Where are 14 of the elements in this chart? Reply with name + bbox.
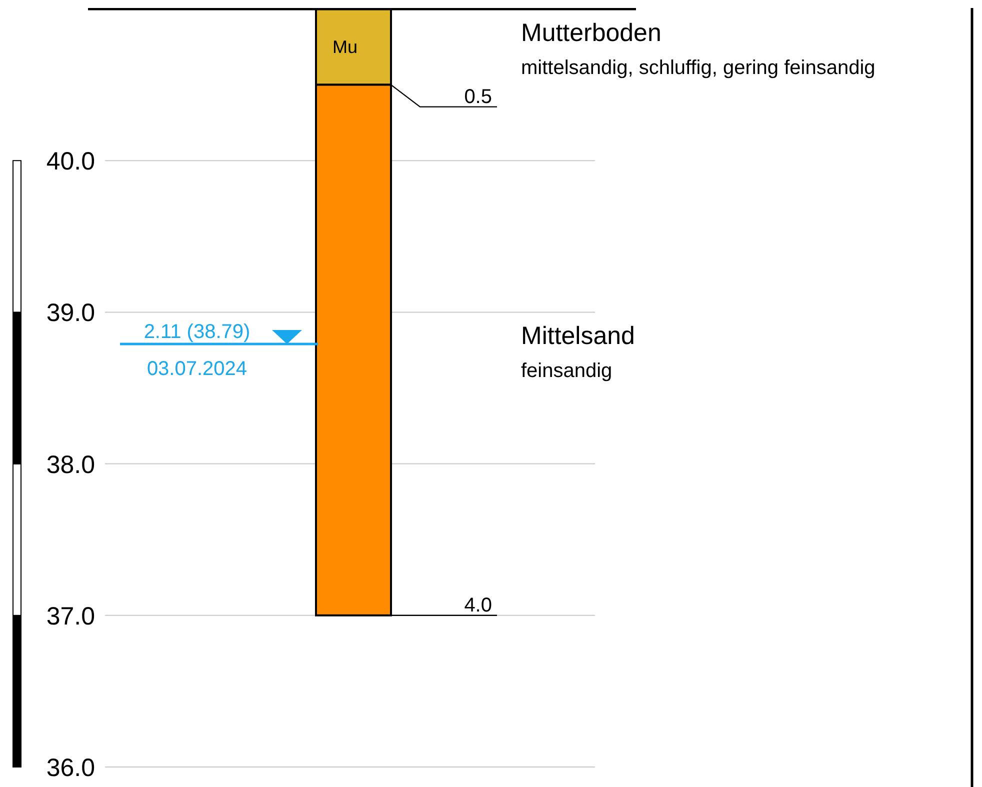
y-tick-label: 39.0 [46, 299, 95, 328]
y-tick-label: 40.0 [46, 148, 95, 176]
y-tick-label: 38.0 [46, 450, 95, 479]
y-tick-label: 37.0 [46, 602, 95, 630]
annotation: Mu [332, 36, 358, 57]
ref-line-label: 2.11 (38.79) [144, 321, 250, 344]
annotation: 0.5 [464, 86, 492, 108]
annotation: 03.07.2024 [146, 358, 248, 380]
text: Mutterboden [521, 18, 662, 47]
annotation: feinsandig [521, 360, 612, 382]
annotation: mittelsandig, schluffig, gering feinsandig [521, 56, 876, 79]
y-tick-label: 36.0 [46, 754, 95, 782]
annotation: 4.0 [464, 594, 492, 616]
text: Mittelsand [521, 322, 635, 350]
